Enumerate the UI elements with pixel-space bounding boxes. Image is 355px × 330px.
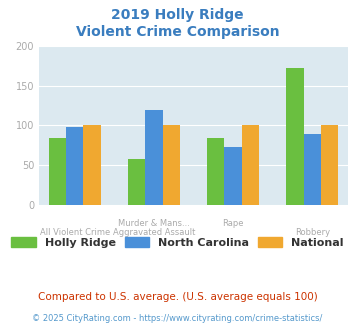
Text: Aggravated Assault: Aggravated Assault [113, 228, 195, 237]
Bar [304, 134, 321, 205]
Bar [224, 147, 242, 205]
Text: Rape: Rape [222, 219, 244, 228]
Bar [207, 138, 224, 205]
Bar [145, 110, 163, 205]
Text: © 2025 CityRating.com - https://www.cityrating.com/crime-statistics/: © 2025 CityRating.com - https://www.city… [32, 314, 323, 323]
Bar [163, 125, 180, 205]
Bar [66, 127, 83, 205]
Bar [49, 138, 66, 205]
Text: All Violent Crime: All Violent Crime [39, 228, 110, 237]
Text: 2019 Holly Ridge: 2019 Holly Ridge [111, 8, 244, 22]
Text: Murder & Mans...: Murder & Mans... [118, 219, 190, 228]
Bar [242, 125, 259, 205]
Text: Compared to U.S. average. (U.S. average equals 100): Compared to U.S. average. (U.S. average … [38, 292, 317, 302]
Text: Violent Crime Comparison: Violent Crime Comparison [76, 25, 279, 39]
Text: Robbery: Robbery [295, 228, 330, 237]
Bar [83, 125, 101, 205]
Bar [286, 68, 304, 205]
Bar [321, 125, 338, 205]
Legend: Holly Ridge, North Carolina, National: Holly Ridge, North Carolina, National [11, 237, 344, 248]
Bar [128, 159, 145, 205]
